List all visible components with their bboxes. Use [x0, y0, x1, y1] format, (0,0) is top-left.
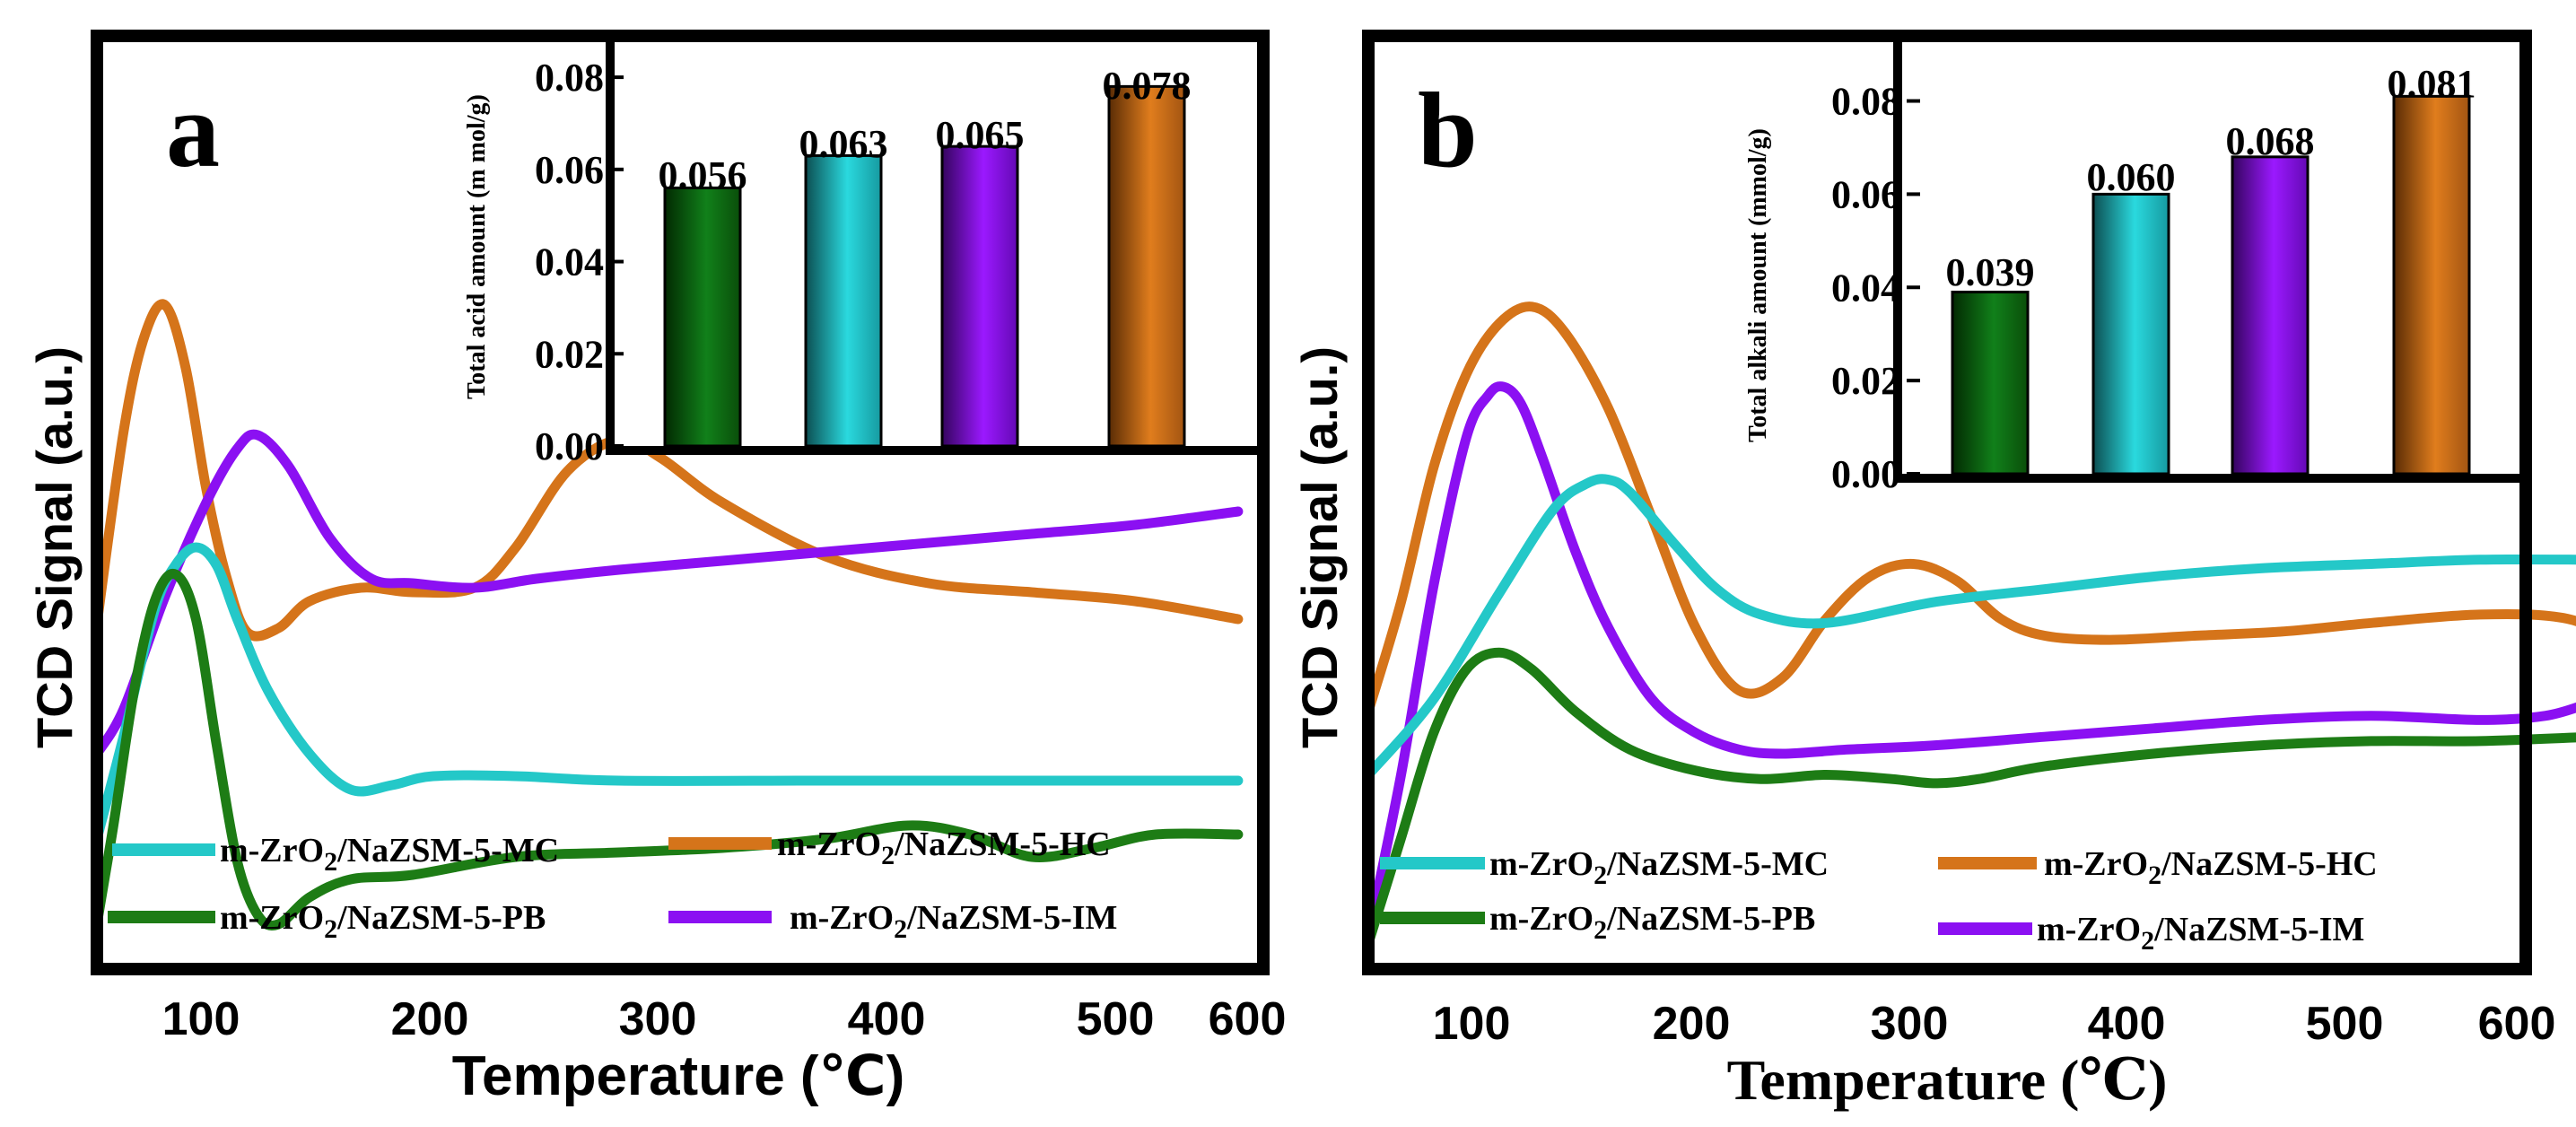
inset-bar: [663, 186, 742, 448]
panel-b: b TCD Signal (a.u.) Temperature (℃) 100 …: [1291, 30, 2576, 1112]
panel-a-inset-bars: [663, 84, 1186, 448]
legend-label-mc: m-ZrO2/NaZSM-5-MC: [1489, 845, 1829, 890]
panel-b-x-tick: 600: [2478, 998, 2556, 1050]
inset-bar-label: 0.081: [2388, 62, 2476, 106]
series-line-mc: [1363, 474, 2576, 780]
panel-b-legend: m-ZrO2/NaZSM-5-MC m-ZrO2/NaZSM-5-HC m-Zr…: [1380, 845, 2378, 956]
panel-b-inset-bar-labels: 0.039 0.060 0.068 0.081: [1946, 62, 2476, 294]
inset-y-tick-label: 0.08: [535, 56, 604, 100]
inset-bar: [2091, 192, 2170, 476]
series-line-im: [92, 429, 1244, 759]
series-line-pb: [92, 569, 1244, 930]
panel-a-x-tick: 200: [391, 993, 469, 1045]
panel-b-x-tick: 300: [1871, 998, 1949, 1050]
inset-bar-label: 0.060: [2087, 155, 2176, 199]
panel-b-x-ticks: 100 200 300 400 500 600: [1433, 998, 2556, 1050]
panel-a-curves: [92, 299, 1244, 930]
inset-bar: [1107, 84, 1186, 448]
inset-bar-label: 0.065: [936, 113, 1025, 157]
panel-b-frame: [1362, 30, 2532, 975]
legend-label-im: m-ZrO2/NaZSM-5-IM: [790, 899, 1117, 944]
panel-a-label: a: [166, 70, 220, 189]
inset-y-tick-label: 0.06: [1831, 172, 1900, 216]
panel-b-inset: Total alkali amount (mmol/g) 0.000.020.0…: [1744, 31, 2530, 496]
inset-y-tick-label: 0.02: [1831, 359, 1900, 403]
panel-b-x-tick: 200: [1653, 998, 1731, 1050]
legend-label-hc: m-ZrO2/NaZSM-5-HC: [2044, 845, 2378, 890]
inset-y-tick-label: 0.06: [535, 148, 604, 192]
inset-bar-label: 0.063: [799, 122, 888, 166]
inset-bar: [940, 144, 1019, 448]
panel-b-inset-y-ticks: 0.00 0.02 0.04 0.06 0.08: [1831, 80, 1920, 496]
panel-b-x-tick: 500: [2306, 998, 2384, 1050]
panel-a-inset-y-ticks: 0.00 0.02 0.04 0.06 0.08: [535, 56, 624, 468]
inset-bar-label: 0.056: [659, 153, 747, 197]
inset-bar: [2231, 155, 2310, 476]
panel-a-x-tick: 400: [848, 993, 926, 1045]
series-line-pb: [1363, 647, 2576, 948]
inset-y-tick-label: 0.04: [1831, 266, 1900, 310]
panel-a-x-tick: 100: [162, 993, 240, 1045]
inset-bar: [1951, 290, 2030, 476]
panel-a-x-tick: 300: [619, 993, 697, 1045]
panel-a-x-tick: 500: [1077, 993, 1155, 1045]
inset-bar-label: 0.039: [1946, 250, 2035, 294]
inset-y-tick-label: 0.04: [535, 240, 604, 284]
panel-a-x-tick: 600: [1209, 993, 1287, 1045]
panel-b-curves: [1363, 301, 2576, 948]
panel-b-label: b: [1418, 70, 1478, 189]
panel-a-frame: [91, 30, 1270, 975]
series-line-im: [1363, 381, 2576, 940]
panel-b-x-tick: 100: [1433, 998, 1511, 1050]
panel-b-inset-bars: [1951, 94, 2471, 476]
legend-label-pb: m-ZrO2/NaZSM-5-PB: [1489, 900, 1815, 945]
series-line-hc: [92, 299, 1244, 642]
panel-a-legend: m-ZrO2/NaZSM-5-MC m-ZrO2/NaZSM-5-HC m-Zr…: [108, 826, 1117, 944]
panel-b-inset-y-label: Total alkali amount (mmol/g): [1744, 128, 1772, 442]
inset-bar-label: 0.068: [2226, 119, 2315, 163]
inset-bar: [2392, 94, 2471, 476]
series-line-hc: [1363, 301, 2576, 717]
panel-a-inset-y-label: Total acid amount (m mol/g): [463, 94, 491, 399]
panel-b-x-axis-label: Temperature (℃): [1727, 1048, 2168, 1112]
inset-y-tick-label: 0.00: [535, 424, 604, 468]
inset-y-tick-label: 0.00: [1831, 452, 1900, 496]
panel-a-y-axis-label: TCD Signal (a.u.): [26, 346, 83, 748]
panel-a-x-axis-label: Temperature (℃): [452, 1045, 905, 1107]
panel-a-inset: Total acid amount (m mol/g) 0.00 0.02 0.04…: [463, 31, 1268, 468]
inset-y-tick-label: 0.02: [535, 332, 604, 376]
legend-label-im: m-ZrO2/NaZSM-5-IM: [2037, 911, 2364, 956]
panel-b-x-tick: 400: [2088, 998, 2166, 1050]
panel-a: a TCD Signal (a.u.) Temperature (℃) 100 …: [26, 30, 1287, 1107]
inset-bar: [804, 153, 883, 448]
inset-bar-label: 0.078: [1103, 64, 1192, 108]
inset-y-tick-label: 0.08: [1831, 80, 1900, 124]
panel-a-inset-bar-labels: 0.056 0.063 0.065 0.078: [659, 64, 1192, 197]
legend-label-mc: m-ZrO2/NaZSM-5-MC: [220, 832, 559, 877]
legend-label-hc: m-ZrO2/NaZSM-5-HC: [777, 826, 1111, 870]
panel-b-y-axis-label: TCD Signal (a.u.): [1291, 346, 1348, 748]
panel-a-x-ticks: 100 200 300 400 500 600: [162, 993, 1287, 1045]
legend-label-pb: m-ZrO2/NaZSM-5-PB: [220, 899, 546, 944]
